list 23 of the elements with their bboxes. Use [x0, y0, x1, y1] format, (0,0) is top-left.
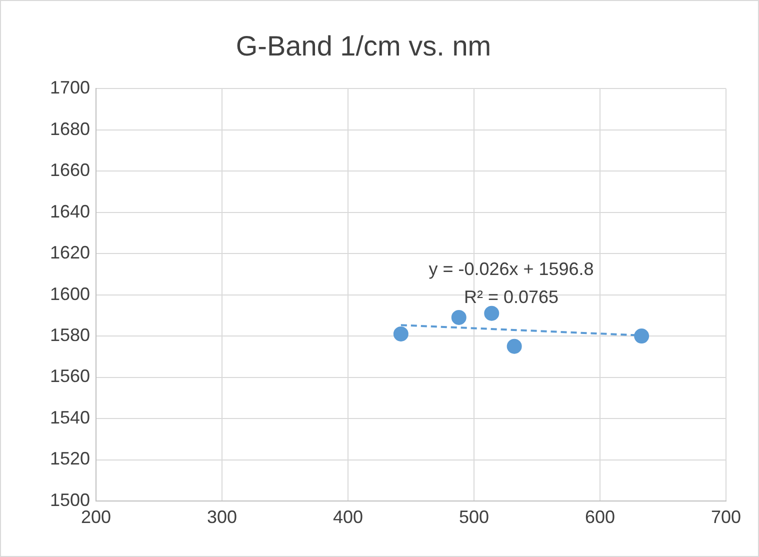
y-tick-label: 1520: [50, 448, 90, 469]
x-tick-label: 700: [710, 506, 742, 527]
y-tick-label: 1660: [50, 160, 90, 180]
y-tick-label: 1580: [50, 325, 90, 346]
annotation: R² = 0.0765: [464, 287, 559, 308]
x-tick-label: 300: [206, 506, 238, 527]
point: [484, 306, 500, 321]
y-tick-label: 1700: [50, 78, 90, 98]
y-tick-label: 1560: [50, 366, 90, 386]
y-tick-label: 1620: [50, 242, 90, 263]
y-tick-label: 1680: [50, 118, 90, 139]
y-tick-label: 1640: [50, 201, 90, 222]
point: [393, 326, 408, 342]
annotation: y = -0.026x + 1596.8: [428, 259, 594, 280]
y-tick-label: 1600: [50, 284, 90, 304]
point: [451, 310, 466, 325]
point: [506, 338, 522, 354]
x-tick-label: 400: [332, 506, 364, 527]
x-tick-label: 500: [458, 506, 490, 527]
y-tick-label: 1540: [50, 407, 90, 428]
chart-title: G-Band 1/cm vs. nm: [236, 30, 492, 62]
point: [634, 328, 650, 344]
x-tick-label: 600: [584, 506, 616, 527]
